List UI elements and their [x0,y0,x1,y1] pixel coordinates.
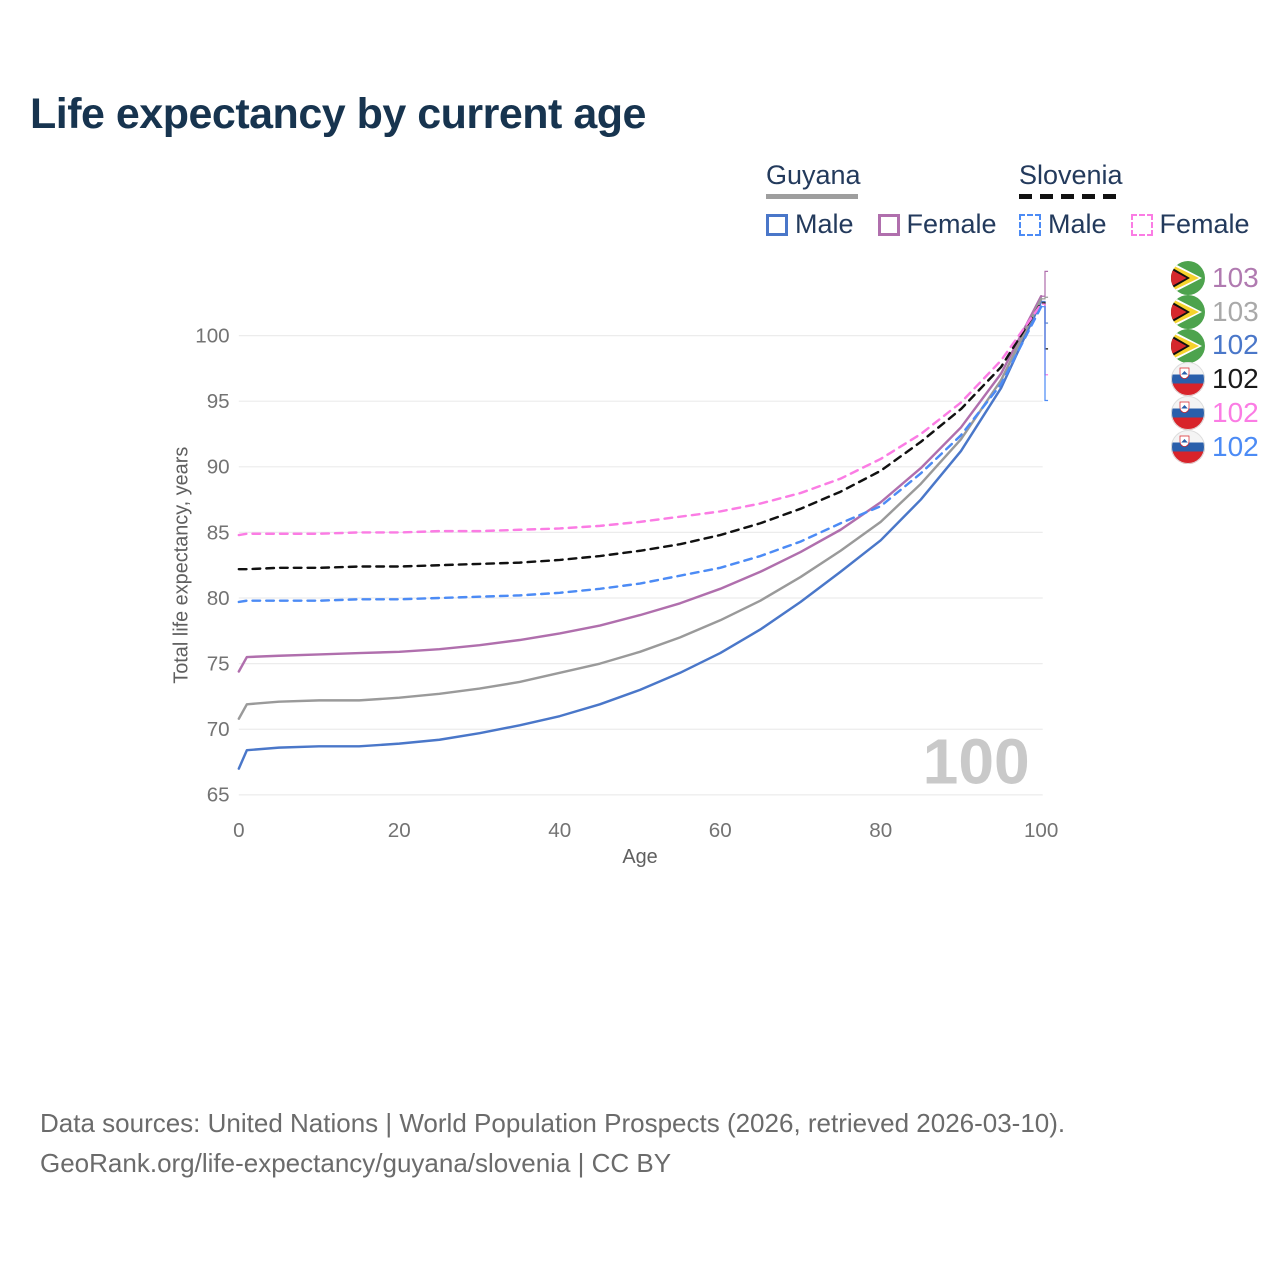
slovenia-flag-icon [1171,362,1205,397]
y-tick-label: 65 [207,784,230,807]
guyana-flag-icon [1171,260,1205,295]
legend-item-label: Female [1159,209,1250,239]
data-sources-text: Data sources: United Nations | World Pop… [40,1108,1066,1138]
x-tick-label: 20 [388,819,411,842]
y-tick-label: 85 [207,521,230,544]
y-tick-label: 70 [207,718,230,741]
end-label-row-slovenia-total: 102 [1171,362,1259,397]
y-tick-label: 90 [207,456,230,479]
legend-item-slovenia-male: Male [1019,209,1107,240]
end-value-label: 102 [1212,329,1259,361]
series-line-guyana-female [237,295,1043,673]
legend-item-label: Male [795,209,854,239]
series-line-slovenia-total [237,301,1043,571]
legend-title-slovenia: Slovenia [1019,160,1123,190]
attribution-text: GeoRank.org/life-expectancy/guyana/slove… [40,1148,672,1178]
slovenia-flag-icon [1171,396,1205,431]
end-value-label: 102 [1212,430,1259,462]
guyana-solid-line-sample [766,194,858,199]
slovenia-flag-icon [1171,429,1205,464]
x-tick-label: 0 [233,819,244,842]
series-end-labels: 103 103 102 102 [1171,260,1259,464]
x-tick-label: 40 [548,819,571,842]
y-axis-label: Total life expectancy, years [171,447,193,684]
y-tick-label: 75 [207,653,230,676]
guyana-flag-icon [1171,328,1205,363]
end-connector [1041,306,1049,402]
end-value-label: 102 [1212,363,1259,395]
legend-item-guyana-female: Female [877,209,997,240]
y-tick-label: 100 [195,324,229,347]
end-label-row-slovenia-female: 102 [1171,396,1259,431]
legend-group-guyana: Guyana Male Female [766,160,997,240]
guyana-female-swatch-icon [877,213,900,236]
slovenia-dashed-line-sample [1019,194,1119,199]
legend-item-label: Female [906,209,997,239]
slovenia-male-swatch-icon [1019,213,1041,236]
series-line-guyana-male [237,300,1043,770]
end-value-label: 103 [1212,295,1259,327]
end-label-row-guyana-male: 102 [1171,328,1259,363]
x-tick-label: 100 [1024,819,1058,842]
y-tick-label: 80 [207,587,230,610]
age-watermark: 100 [923,725,1030,797]
end-label-row-guyana-total: 103 [1171,294,1259,329]
end-value-label: 103 [1212,261,1259,293]
life-expectancy-chart: 65 70 75 80 85 90 95 100 0 20 40 60 80 100 Age Total li… [171,270,1058,868]
series-line-slovenia-male [237,305,1043,604]
end-connector [1041,296,1049,300]
legend-item-slovenia-female: Female [1130,209,1250,240]
legend-group-slovenia: Slovenia Male Female [1019,160,1250,240]
x-axis-label: Age [622,846,657,868]
y-tick-label: 95 [207,390,230,413]
end-label-row-slovenia-male: 102 [1171,429,1259,464]
guyana-flag-icon [1171,294,1205,329]
end-connector [1041,270,1049,297]
legend-title-guyana: Guyana [766,160,861,190]
legend-item-label: Male [1048,209,1107,239]
end-label-row-guyana-female: 103 [1171,260,1259,295]
legend-item-guyana-male: Male [766,209,854,240]
guyana-male-swatch-icon [766,213,788,236]
slovenia-female-swatch-icon [1130,213,1153,236]
x-tick-label: 60 [709,819,732,842]
series-line-slovenia-female [237,302,1043,537]
page-title: Life expectancy by current age [30,90,646,138]
series-line-guyana-total [237,297,1043,720]
x-tick-label: 80 [869,819,892,842]
end-value-label: 102 [1212,397,1259,429]
